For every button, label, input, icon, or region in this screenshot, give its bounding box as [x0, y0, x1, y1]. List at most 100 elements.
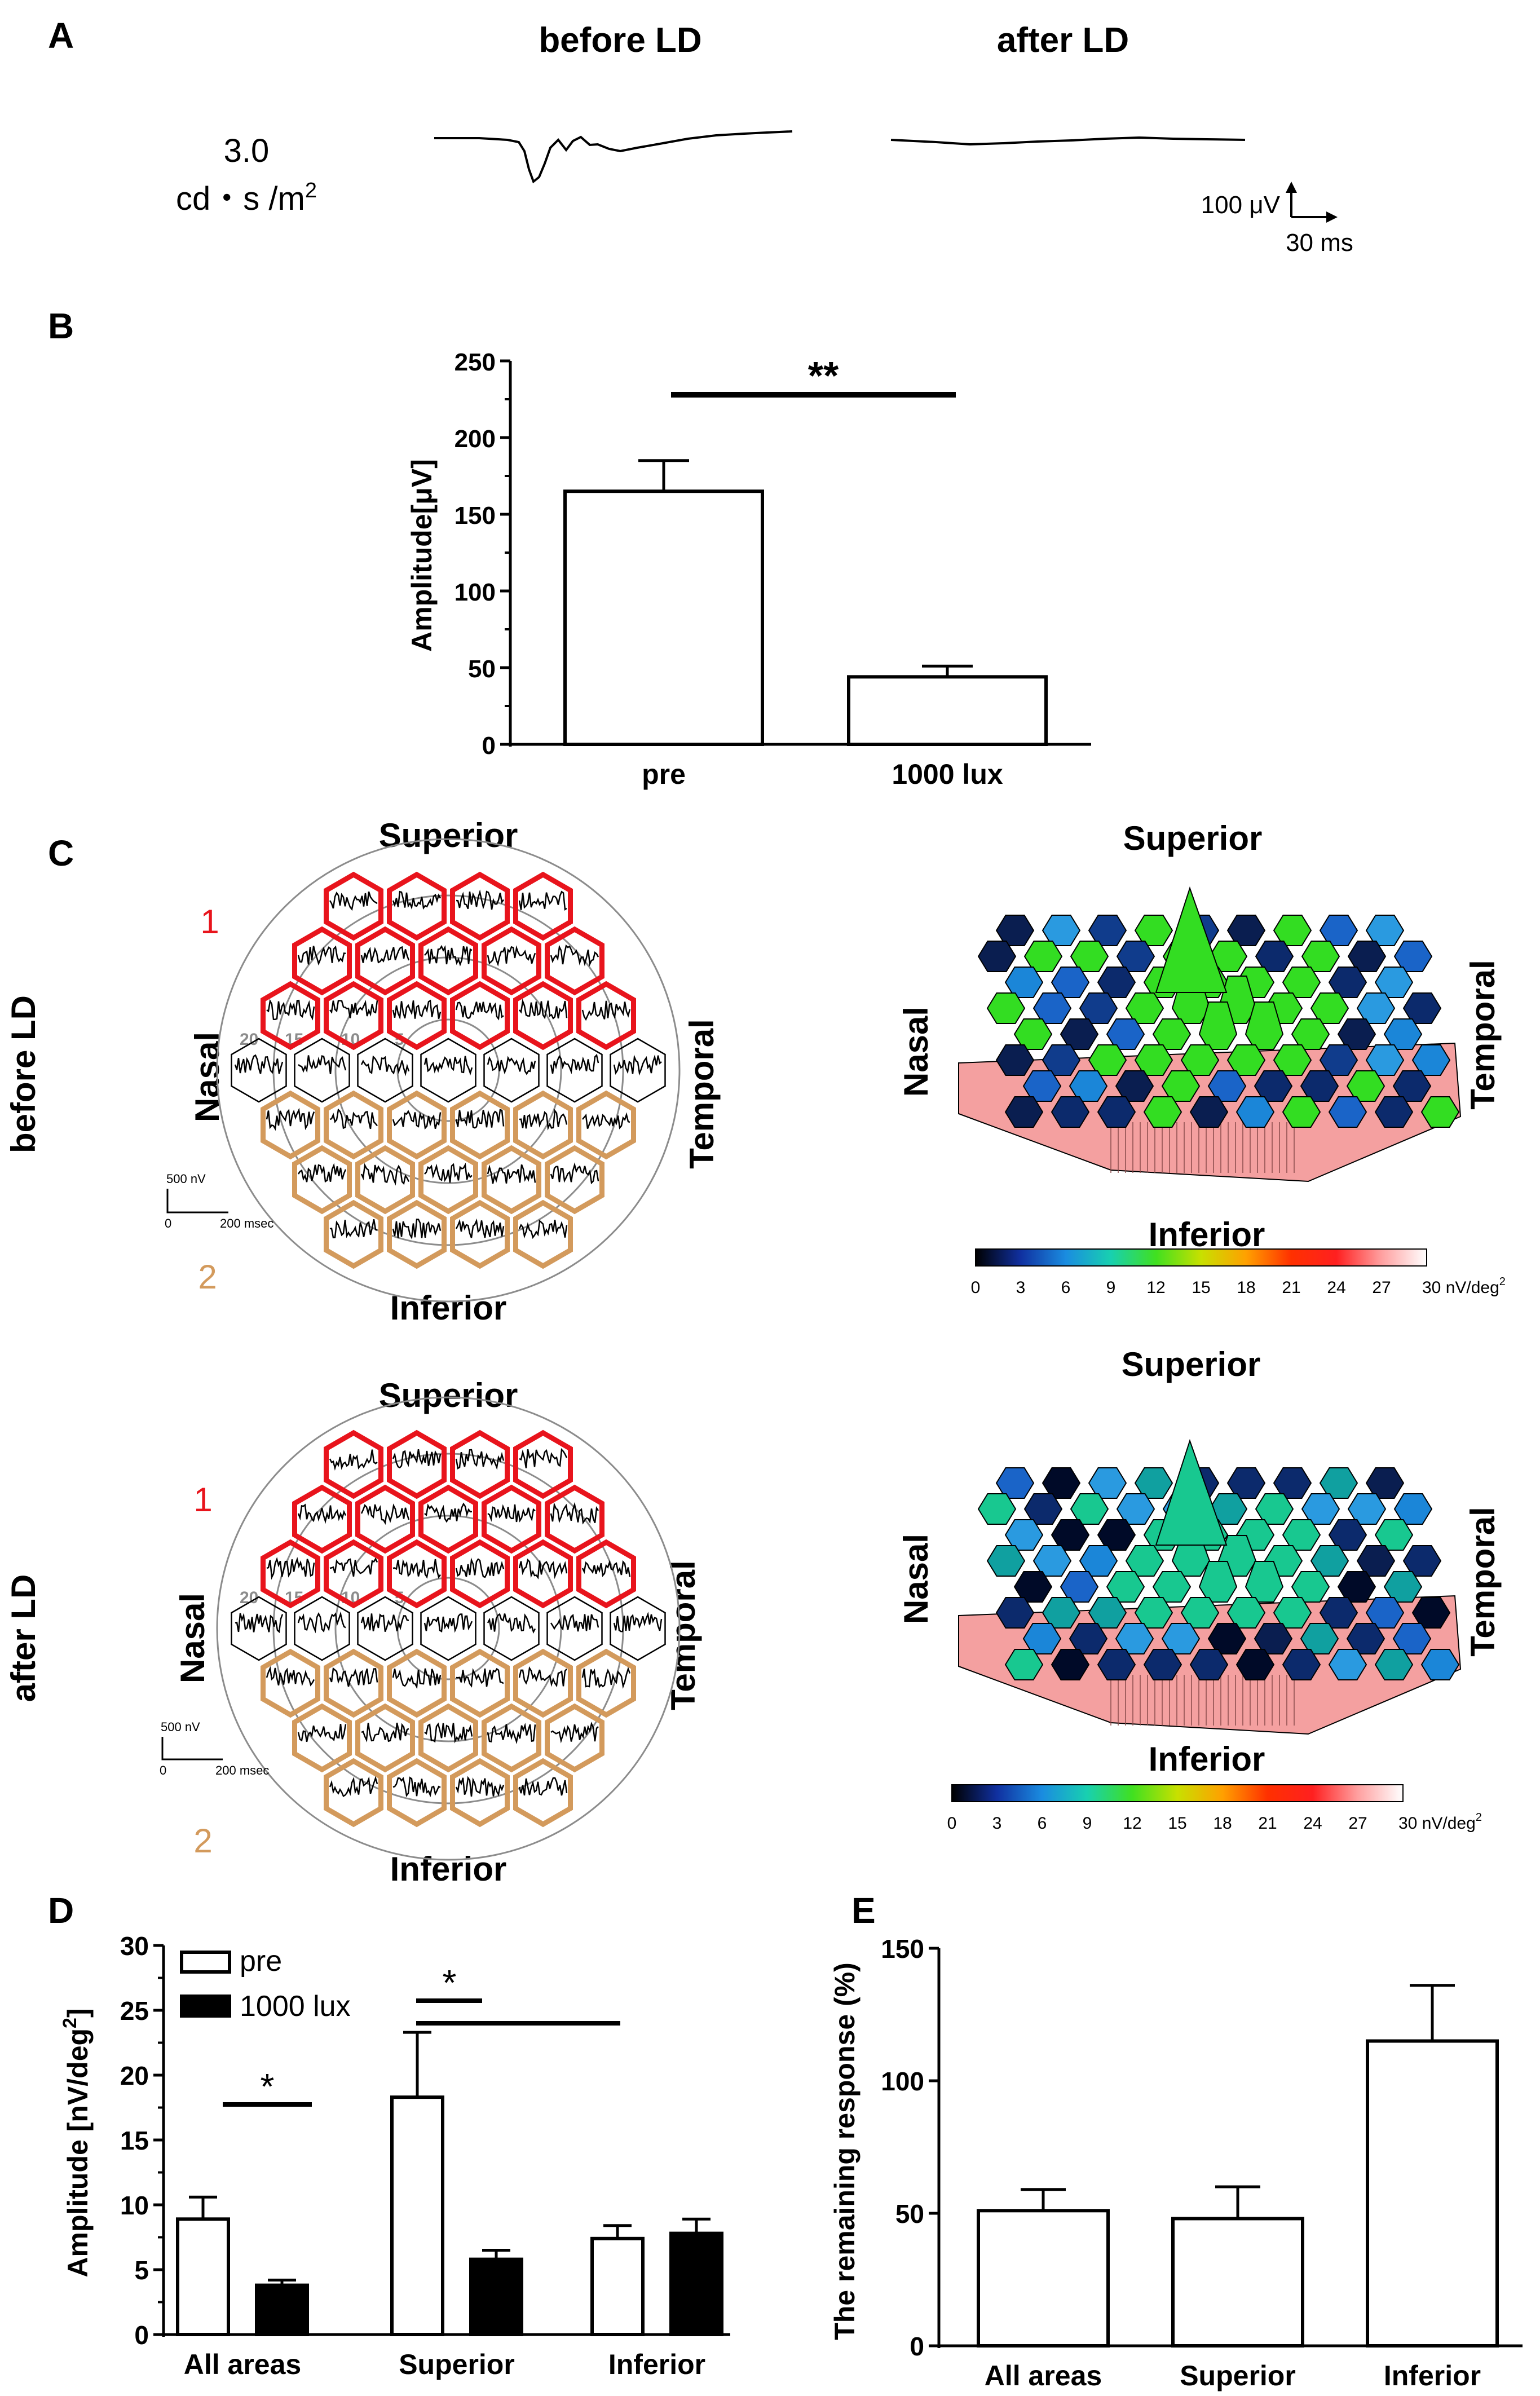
hex-cell	[513, 981, 573, 1051]
mferg-trace	[266, 1556, 315, 1580]
mferg-trace	[329, 1000, 378, 1018]
colorbar-tick-label: 0	[971, 1278, 981, 1297]
legend-swatch-1000lux	[180, 1995, 231, 2018]
surface-cell	[986, 1545, 1026, 1577]
hex-cell	[513, 1199, 573, 1269]
mferg-trace	[518, 1558, 568, 1579]
y-axis-title-part: V]	[406, 459, 438, 487]
hex-cell	[482, 1703, 541, 1773]
temporal-label-3d-after: Temporal	[1464, 1507, 1502, 1657]
mferg-trace	[518, 1777, 568, 1796]
y-tick-label: 5	[134, 2256, 149, 2285]
group1-label-before: 1	[200, 903, 219, 941]
surface-cell	[1051, 1096, 1090, 1128]
y-axis-title: Amplitude [nV/deg2]	[59, 2008, 94, 2277]
colorbar-unit-exp: 2	[1476, 1811, 1482, 1824]
y-tick-label: 15	[120, 2126, 149, 2155]
y-axis-title-part: ]	[62, 2008, 94, 2018]
mferg-trace	[455, 1557, 505, 1578]
nasal-label-3d-before: Nasal	[897, 1007, 935, 1097]
mferg-trace	[550, 1162, 599, 1185]
colorbar-tick-label: 18	[1213, 1814, 1232, 1833]
mferg-trace	[424, 1722, 473, 1744]
surface-cell	[995, 1597, 1035, 1629]
mferg-trace	[329, 1449, 378, 1471]
mferg-trace	[487, 1722, 536, 1745]
y-axis-title: The remaining response (%)	[829, 1962, 861, 2340]
mferg-trace	[456, 1667, 504, 1688]
mferg-trace	[392, 999, 442, 1020]
significance-marker-superior: *	[443, 1962, 457, 2003]
mferg-trace	[519, 1109, 568, 1131]
bar-1	[1171, 2217, 1304, 2348]
hex-cell	[387, 1648, 447, 1718]
x-tick-label: Inferior	[608, 2349, 705, 2380]
mferg-trace	[424, 1162, 473, 1183]
group2-label-before: 2	[198, 1258, 217, 1296]
surface-cell	[1374, 1649, 1414, 1680]
bar-pre-2	[590, 2236, 645, 2337]
hex-cell	[576, 1090, 636, 1160]
y-axis-title-part: Amplitude [nV/deg	[62, 2028, 94, 2278]
colorbar-after: 0 3 6 9 12 15 18 21 24 27 30 nV/deg2	[947, 1784, 1482, 1833]
legend-swatch-pre	[180, 1951, 231, 1974]
hex-cell	[355, 1703, 415, 1773]
mferg-trace	[392, 1559, 442, 1579]
y-tick-label: 150	[881, 1934, 924, 1963]
surface-cell	[1143, 1649, 1182, 1680]
mferg-trace	[297, 1503, 347, 1524]
y-tick-label: 150	[455, 502, 496, 529]
nasal-label-3d-after: Nasal	[897, 1534, 935, 1624]
chart-e: 0 50 100 150 All areas Superior Inferior The re…	[829, 1934, 1523, 2391]
mferg-trace	[423, 1613, 473, 1633]
colorbar-tick-label: 3	[1016, 1278, 1026, 1297]
surface-cell	[1420, 1096, 1460, 1128]
colorbar-gradient	[975, 1248, 1427, 1267]
hex-cell	[355, 1484, 415, 1554]
hex-cell	[387, 1539, 447, 1609]
mferg-trace	[329, 1557, 378, 1577]
mferg-trace	[518, 1219, 568, 1239]
hex-cell	[261, 981, 320, 1051]
hex-cell	[513, 1090, 573, 1160]
y-tick-label: 0	[134, 2320, 149, 2350]
hex-cell	[387, 1429, 447, 1499]
mferg-trace	[455, 1218, 505, 1238]
colorbar-unit-main: 30 nV/deg	[1422, 1278, 1499, 1297]
hex-cell	[450, 981, 510, 1051]
hex-cell	[355, 926, 415, 996]
mferg-trace	[235, 1613, 284, 1634]
inferior-label-3d-before: Inferior	[1149, 1216, 1265, 1254]
hex-cell	[261, 1090, 320, 1160]
hex-cell	[513, 1539, 573, 1609]
hex-cell	[324, 1758, 383, 1828]
mferg-trace	[266, 1666, 315, 1687]
mferg-trace	[361, 1722, 409, 1742]
hex-cell	[387, 1758, 447, 1828]
mferg-trace	[581, 1666, 631, 1689]
mferg-trace	[550, 1502, 599, 1525]
colorbar-tick-label: 6	[1061, 1278, 1071, 1297]
surface-cell	[1189, 1649, 1229, 1680]
hex-cell	[387, 871, 447, 941]
scale-voltage-label: 100 μV	[1201, 191, 1281, 219]
y-tick-label: 30	[120, 1931, 149, 1961]
significance-marker-all: *	[261, 2066, 275, 2107]
scale-bar-before: 500 nV 0 200 msec	[165, 1172, 273, 1230]
mferg-trace	[392, 1110, 442, 1130]
hex-cell	[294, 1038, 350, 1103]
surface-cell	[1328, 1649, 1367, 1680]
mferg-trace	[392, 1776, 441, 1798]
y-axis-title-part: μ	[406, 487, 438, 505]
surface-cell	[1143, 1096, 1182, 1128]
mferg-trace	[455, 1109, 505, 1129]
hex-cell	[418, 926, 478, 996]
surface-cell	[977, 1493, 1017, 1525]
after-ld-heading: after LD	[997, 21, 1129, 60]
colorbar-tick-label: 21	[1282, 1278, 1300, 1297]
y-axis-title-part: 2	[59, 2018, 81, 2028]
hex-cell	[324, 1648, 383, 1718]
hex-cell	[513, 1429, 573, 1499]
mferg-trace	[487, 1056, 536, 1075]
surface-cell	[1328, 1096, 1367, 1128]
